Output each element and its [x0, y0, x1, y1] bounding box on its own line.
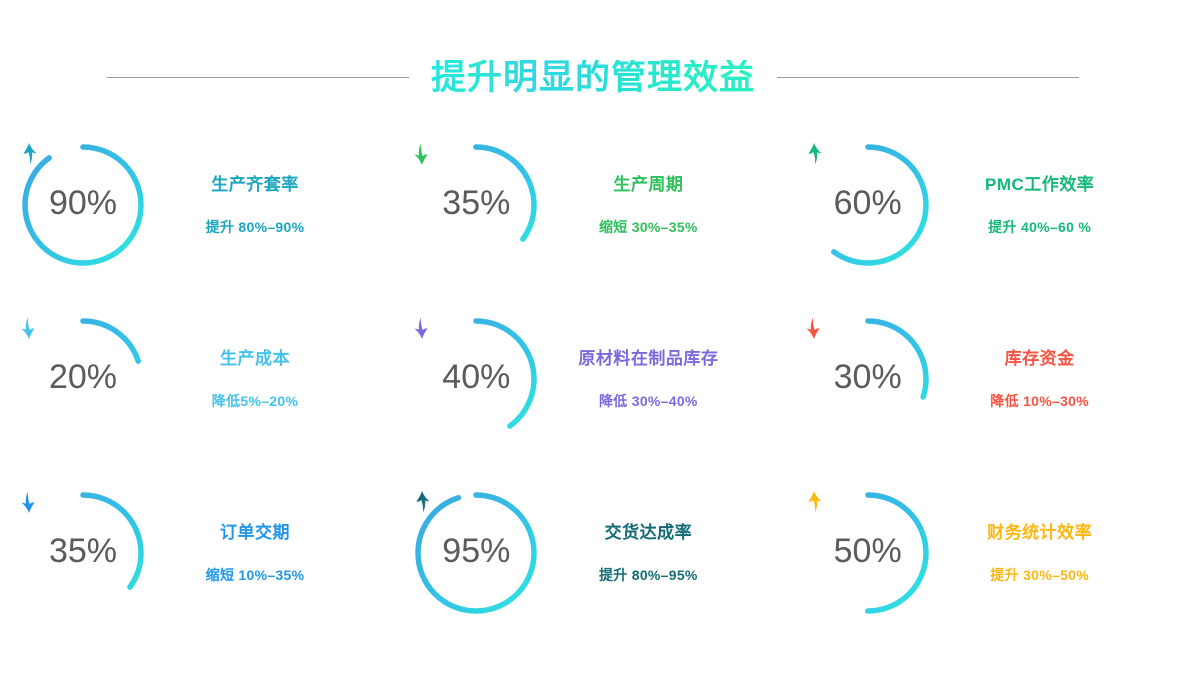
- progress-ring-icon: [415, 318, 538, 440]
- arrow-up-icon: [808, 491, 822, 513]
- header-rule-left: [106, 76, 409, 78]
- metric-card: 35% 订单交期缩短 10%–35%: [0, 466, 395, 640]
- metric-card: 30% 库存资金降低 10%–30%: [791, 292, 1186, 466]
- metric-subtitle: 提升 80%–95%: [598, 567, 698, 583]
- dial-center: 90%: [16, 138, 150, 272]
- dial-value: 20%: [48, 358, 118, 396]
- metric-title: 生产周期: [613, 175, 684, 194]
- metric-subtitle: 提升 30%–50%: [990, 567, 1090, 583]
- metric-subtitle: 缩短 30%–35%: [598, 219, 698, 235]
- dial-value: 35%: [442, 184, 511, 222]
- arrow-down-icon: [21, 317, 35, 339]
- dial-center: 50%: [801, 486, 935, 620]
- arrow-down-icon: [21, 491, 35, 513]
- metric-card: 40% 原材料在制品库存 降低 30%–40%: [395, 292, 790, 466]
- dial-center: 35%: [16, 486, 150, 620]
- arrow-up-icon: [416, 491, 430, 513]
- page-header: 提升明显的管理效益: [0, 52, 1186, 102]
- metric-title: 原材料在制品库存: [578, 349, 719, 368]
- progress-ring-icon: [22, 318, 144, 440]
- metric-subtitle: 提升 40%–60 %: [988, 219, 1092, 235]
- progress-ring-icon: [415, 144, 538, 266]
- arrow-down-icon: [806, 317, 820, 339]
- dial-center: 35%: [409, 138, 543, 272]
- metric-subtitle: 降低 10%–30%: [990, 393, 1090, 409]
- progress-ring-icon: [806, 318, 929, 440]
- metric-subtitle: 提升 80%–90%: [205, 219, 305, 235]
- dial-center: 20%: [16, 312, 150, 446]
- metric-title: PMC工作效率: [985, 175, 1095, 194]
- metric-card: 60% PMC工作效率 提升 40%–60 %: [791, 118, 1186, 292]
- page-title: 提升明显的管理效益: [430, 57, 755, 97]
- metric-labels: 原材料在制品库存 降低 30%–40%: [563, 350, 733, 408]
- dial-value: 30%: [833, 358, 902, 396]
- metric-title: 生产成本: [220, 349, 290, 368]
- progress-ring-icon: [22, 144, 144, 266]
- metric-title: 订单交期: [220, 523, 290, 542]
- dial-center: 30%: [801, 312, 935, 446]
- metric-labels: 订单交期缩短 10%–35%: [170, 524, 340, 582]
- arrow-up-icon: [808, 143, 822, 165]
- progress-dial: 40%: [409, 312, 543, 446]
- metric-card: 50% 财务统计效率 提升 30%–50%: [791, 466, 1186, 640]
- progress-ring-icon: [806, 492, 929, 614]
- metric-title: 生产齐套率: [211, 175, 299, 194]
- progress-dial: 95%: [409, 486, 543, 620]
- arrow-down-icon: [414, 317, 428, 339]
- progress-dial: 90%: [16, 138, 150, 272]
- dial-value: 60%: [833, 184, 902, 222]
- header-rule-right: [777, 76, 1079, 78]
- progress-ring-icon: [806, 144, 929, 266]
- dial-value: 35%: [48, 532, 118, 570]
- dial-center: 40%: [409, 312, 543, 446]
- metric-labels: 生产齐套率提升 80%–90%: [170, 176, 340, 234]
- metric-card: 90% 生产齐套率提升 80%–90%: [0, 118, 395, 292]
- progress-dial: 20%: [16, 312, 150, 446]
- progress-dial: 50%: [801, 486, 935, 620]
- arrow-up-icon: [23, 143, 37, 165]
- metrics-grid: 90% 生产齐套率提升 80%–90% 35% 生产周期缩短 30%–35% 60% PM…: [0, 118, 1186, 638]
- dial-value: 95%: [442, 532, 511, 570]
- metric-title: 库存资金: [1004, 349, 1075, 368]
- progress-dial: 35%: [409, 138, 543, 272]
- metric-labels: PMC工作效率 提升 40%–60 %: [955, 176, 1125, 234]
- progress-ring-icon: [22, 492, 144, 614]
- progress-dial: 60%: [801, 138, 935, 272]
- metric-subtitle: 缩短 10%–35%: [205, 567, 305, 583]
- metric-labels: 生产周期缩短 30%–35%: [563, 176, 733, 234]
- dial-center: 60%: [801, 138, 935, 272]
- progress-dial: 30%: [801, 312, 935, 446]
- metric-labels: 生产成本降低5%–20%: [170, 350, 340, 408]
- dial-value: 50%: [833, 532, 902, 570]
- metric-labels: 交货达成率提升 80%–95%: [563, 524, 733, 582]
- metric-card: 20% 生产成本降低5%–20%: [0, 292, 395, 466]
- metric-labels: 财务统计效率 提升 30%–50%: [955, 524, 1125, 582]
- metric-subtitle: 降低5%–20%: [211, 393, 299, 409]
- dial-value: 40%: [442, 358, 511, 396]
- metric-title: 交货达成率: [604, 523, 693, 542]
- progress-ring-icon: [415, 492, 538, 614]
- dial-center: 95%: [409, 486, 543, 620]
- metric-labels: 库存资金降低 10%–30%: [955, 350, 1125, 408]
- progress-dial: 35%: [16, 486, 150, 620]
- metric-card: 95% 交货达成率提升 80%–95%: [395, 466, 790, 640]
- dial-value: 90%: [48, 184, 118, 222]
- metric-subtitle: 降低 30%–40%: [598, 393, 698, 409]
- metric-card: 35% 生产周期缩短 30%–35%: [395, 118, 790, 292]
- metric-title: 财务统计效率: [987, 523, 1093, 542]
- arrow-down-icon: [414, 143, 428, 165]
